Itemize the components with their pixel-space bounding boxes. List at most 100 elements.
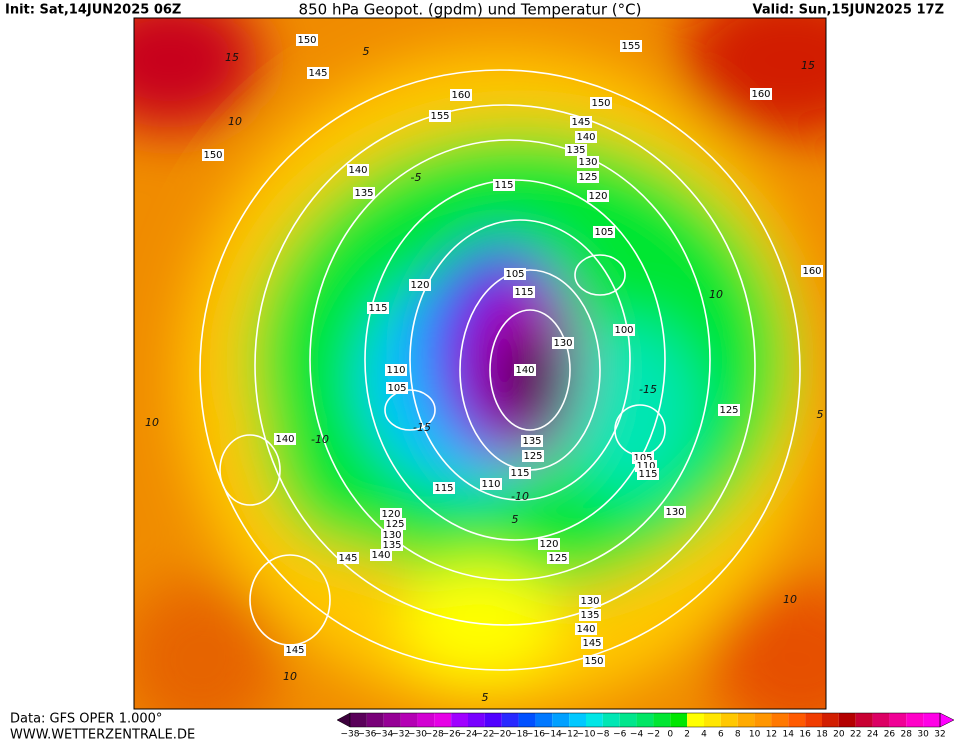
- colorbar-over: [939, 712, 955, 728]
- label-box: [386, 382, 408, 394]
- geopotential-label: 130: [665, 507, 684, 518]
- colorbar-label: 18: [816, 730, 828, 740]
- temperature-label: 15: [801, 59, 815, 72]
- geopotential-label: 160: [751, 89, 770, 100]
- geopotential-label: 145: [571, 117, 590, 128]
- label-box: [587, 190, 609, 202]
- label-box: [504, 268, 526, 280]
- label-box: [284, 644, 306, 656]
- init-time: Init: Sat,14JUN2025 06Z: [5, 3, 181, 18]
- colorbar-box: [737, 713, 755, 727]
- label-box: [274, 433, 296, 445]
- geopotential-label: 135: [522, 436, 541, 447]
- colorbar-label: 2: [684, 730, 690, 740]
- colorbar-label: −28: [425, 730, 444, 740]
- colorbar-label: 8: [735, 730, 741, 740]
- label-box: [513, 286, 535, 298]
- colorbar-box: [704, 713, 721, 727]
- colorbar-box: [586, 713, 603, 727]
- label-box: [620, 40, 642, 52]
- colorbar-label: −38: [341, 730, 360, 740]
- colorbar-label: −26: [442, 730, 461, 740]
- temperature-label: -5: [411, 171, 422, 184]
- colorbar-label: −18: [509, 730, 528, 740]
- colorbar-label: −2: [647, 730, 660, 740]
- label-box: [493, 179, 515, 191]
- label-box: [538, 538, 560, 550]
- colorbar-label: 28: [901, 730, 913, 740]
- geopotential-label: 105: [387, 383, 406, 394]
- label-box: [409, 279, 431, 291]
- colorbar-box: [535, 713, 553, 727]
- label-box: [575, 623, 597, 635]
- colorbar-box: [771, 713, 789, 727]
- colorbar-box: [484, 713, 502, 727]
- geopotential-label: 115: [510, 468, 529, 479]
- colorbar-label: 6: [718, 730, 724, 740]
- geopotential-label: 115: [638, 469, 657, 480]
- label-box: [433, 482, 455, 494]
- colorbar-label: 24: [867, 730, 879, 740]
- label-box: [801, 265, 823, 277]
- temperature-label: 5: [817, 408, 824, 421]
- geopotential-label: 140: [348, 165, 367, 176]
- temperature-label: 10: [145, 416, 159, 429]
- colorbar-under: [336, 712, 351, 728]
- geopotential-label: 115: [514, 287, 533, 298]
- label-box: [307, 67, 329, 79]
- colorbar-label: −6: [613, 730, 627, 740]
- colorbar-box: [822, 713, 839, 727]
- label-box: [450, 89, 472, 101]
- temperature-label: 10: [228, 115, 242, 128]
- geopotential-label: 145: [285, 645, 304, 656]
- colorbar-box: [451, 713, 468, 727]
- colorbar-label: −14: [543, 730, 562, 740]
- geopotential-label: 125: [385, 519, 404, 530]
- geopotential-label: 150: [584, 656, 603, 667]
- colorbar-frame: [349, 712, 941, 728]
- geopotential-label: 150: [297, 35, 316, 46]
- label-box: [565, 144, 587, 156]
- colorbar-box: [923, 713, 940, 727]
- colorbar-label: −20: [492, 730, 511, 740]
- colorbar-box: [906, 713, 924, 727]
- temperature-label: 5: [512, 513, 519, 526]
- geopotential-label: 110: [386, 365, 405, 376]
- colorbar-box: [855, 713, 873, 727]
- label-box: [381, 529, 403, 541]
- geopotential-label: 130: [382, 530, 401, 541]
- colorbar-label: −4: [630, 730, 644, 740]
- label-box: [577, 171, 599, 183]
- temperature-label: -10: [511, 490, 529, 503]
- label-box: [370, 549, 392, 561]
- geopotential-label: 105: [505, 269, 524, 280]
- geopotential-label: 130: [580, 596, 599, 607]
- geopotential-label: 145: [582, 638, 601, 649]
- geopotential-label: 120: [588, 191, 607, 202]
- colorbar-label: 32: [934, 730, 945, 740]
- colorbar-box: [754, 713, 772, 727]
- colorbar-label: −36: [357, 730, 376, 740]
- geopotential-label: 140: [576, 132, 595, 143]
- colorbar-box: [670, 713, 688, 727]
- label-box: [570, 116, 592, 128]
- colorbar-box: [720, 713, 738, 727]
- geopotential-label: 110: [481, 479, 500, 490]
- colorbar-box: [350, 713, 367, 727]
- label-box: [750, 88, 772, 100]
- colorbar-label: −12: [560, 730, 579, 740]
- label-box: [547, 552, 569, 564]
- colorbar-box: [468, 713, 485, 727]
- temperature-label: 10: [709, 288, 723, 301]
- colorbar-label: −32: [391, 730, 410, 740]
- label-box: [202, 149, 224, 161]
- geopotential-label: 125: [578, 172, 597, 183]
- geopotential-label: 110: [636, 461, 655, 472]
- label-box: [429, 110, 451, 122]
- label-box: [575, 131, 597, 143]
- colorbar-box: [653, 713, 671, 727]
- label-box: [381, 539, 403, 551]
- colorbar-label: −34: [374, 730, 393, 740]
- geopotential-label: 115: [494, 180, 513, 191]
